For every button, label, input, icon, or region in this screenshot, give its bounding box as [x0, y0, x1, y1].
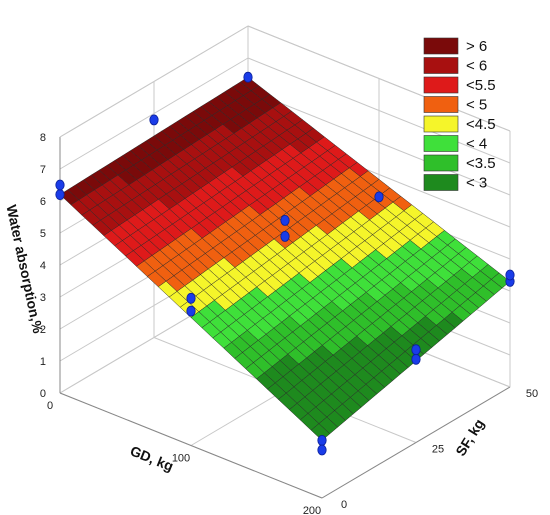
legend-swatch — [423, 135, 459, 152]
sf-tick-label: 0 — [341, 499, 347, 511]
axis-line-sf — [321, 386, 511, 499]
data-point — [411, 344, 421, 356]
sf-tick-label: 25 — [432, 444, 444, 456]
gd-tick-label: 0 — [47, 400, 53, 412]
data-point — [411, 353, 421, 365]
data-point — [374, 191, 384, 203]
legend-swatch — [423, 174, 459, 191]
data-point — [149, 114, 159, 126]
legend-label: < 3 — [466, 175, 487, 192]
data-point — [55, 189, 65, 201]
data-point — [505, 269, 515, 281]
legend-swatch — [423, 115, 459, 133]
legend-label: <3.5 — [466, 155, 496, 172]
data-point — [317, 434, 327, 446]
sf-tick-label: 50 — [526, 388, 538, 400]
x-axis-title: GD, kg — [128, 442, 176, 474]
y-axis-title: SF, kg — [452, 416, 487, 459]
data-point — [55, 179, 65, 191]
legend-swatch — [423, 76, 459, 94]
legend-label: < 4 — [466, 136, 487, 153]
tick-labels: 0 1 2 3 4 5 6 7 8 0 100 200 0 25 50 — [40, 132, 538, 515]
frame-edge — [247, 25, 511, 132]
legend: > 6 < 6 <5.5 < 5 <4.5 < 4 <3.5 < 3 — [423, 37, 496, 192]
z-tick-label: 6 — [40, 196, 46, 208]
z-tick-label: 0 — [40, 388, 46, 400]
z-tick-label: 2 — [40, 324, 46, 336]
z-tick-label: 3 — [40, 292, 46, 304]
gd-tick-label: 100 — [172, 453, 190, 465]
gd-tick-label: 200 — [303, 505, 321, 515]
z-tick-label: 4 — [40, 260, 46, 272]
z-tick-label: 5 — [40, 228, 46, 240]
data-point — [317, 444, 327, 456]
legend-label: <4.5 — [466, 116, 496, 133]
z-tick-label: 1 — [40, 356, 46, 368]
legend-swatch — [423, 37, 459, 55]
data-point — [186, 305, 196, 317]
z-tick-label: 7 — [40, 164, 46, 176]
data-points — [55, 71, 515, 456]
legend-swatch — [423, 96, 459, 113]
data-point — [243, 71, 253, 83]
data-point — [280, 230, 290, 242]
data-point — [280, 214, 290, 226]
legend-label: < 6 — [466, 58, 487, 75]
legend-swatch — [423, 57, 459, 74]
legend-label: < 5 — [466, 97, 487, 114]
frame-edge — [59, 25, 249, 138]
legend-label: > 6 — [466, 38, 487, 55]
axis-line-gd — [59, 392, 323, 499]
surface-mesh — [59, 76, 511, 441]
legend-swatch — [423, 154, 459, 172]
surface-cell — [310, 423, 331, 441]
z-tick-label: 8 — [40, 132, 46, 144]
data-point — [186, 292, 196, 304]
legend-label: <5.5 — [466, 77, 496, 94]
